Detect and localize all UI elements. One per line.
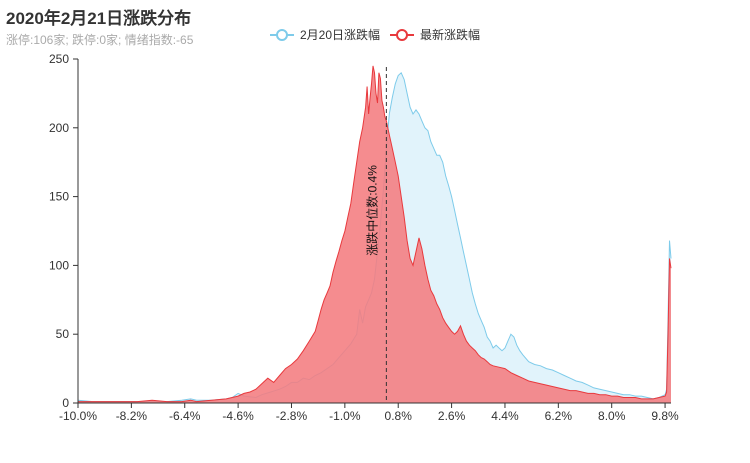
x-tick-label: 4.4%: [491, 409, 519, 423]
legend: 2月20日涨跌幅 最新涨跌幅: [270, 26, 490, 43]
y-tick-label: 100: [49, 258, 69, 272]
legend-line-marker-icon: [270, 28, 294, 41]
y-tick-label: 250: [49, 52, 69, 66]
x-tick-label: -6.4%: [169, 409, 201, 423]
series-area-1: [78, 65, 671, 404]
series-line-1: [78, 65, 672, 403]
chart-title: 2020年2月21日涨跌分布: [6, 9, 192, 28]
median-line-label: 涨跌中位数:0.4%: [364, 165, 379, 256]
legend-item-latest[interactable]: 最新涨跌幅: [390, 26, 480, 43]
x-tick-label: -8.2%: [116, 409, 148, 423]
legend-label-prev: 2月20日涨跌幅: [300, 28, 381, 42]
x-tick-label: -2.8%: [276, 409, 308, 423]
x-tick-label: 9.8%: [651, 409, 679, 423]
legend-line-marker-icon: [390, 28, 415, 41]
x-tick-label: 8.0%: [598, 409, 626, 423]
x-tick-label: -4.6%: [222, 409, 254, 423]
x-tick-label: -10.0%: [59, 409, 97, 423]
x-tick-label: 6.2%: [545, 409, 573, 423]
legend-label-latest: 最新涨跌幅: [420, 28, 481, 42]
x-tick-label: 0.8%: [385, 409, 413, 423]
y-tick-label: 200: [49, 121, 69, 135]
chart-subtitle: 涨停:106家; 跌停:0家; 情绪指数:-65: [6, 33, 194, 47]
x-tick-label: 2.6%: [438, 409, 466, 423]
x-tick-label: -1.0%: [329, 409, 361, 423]
y-tick-label: 150: [49, 190, 69, 204]
legend-item-prev[interactable]: 2月20日涨跌幅: [270, 26, 380, 43]
y-tick-label: 0: [62, 396, 69, 410]
y-tick-label: 50: [56, 327, 70, 341]
